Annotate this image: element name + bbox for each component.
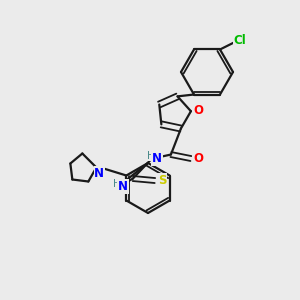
Text: N: N — [152, 152, 162, 165]
Text: H: H — [113, 178, 121, 188]
Text: N: N — [94, 167, 104, 180]
Text: S: S — [158, 174, 166, 187]
Text: O: O — [193, 152, 203, 165]
Text: O: O — [193, 104, 203, 117]
Text: H: H — [147, 151, 155, 160]
Text: Cl: Cl — [234, 34, 246, 47]
Text: N: N — [118, 180, 128, 193]
